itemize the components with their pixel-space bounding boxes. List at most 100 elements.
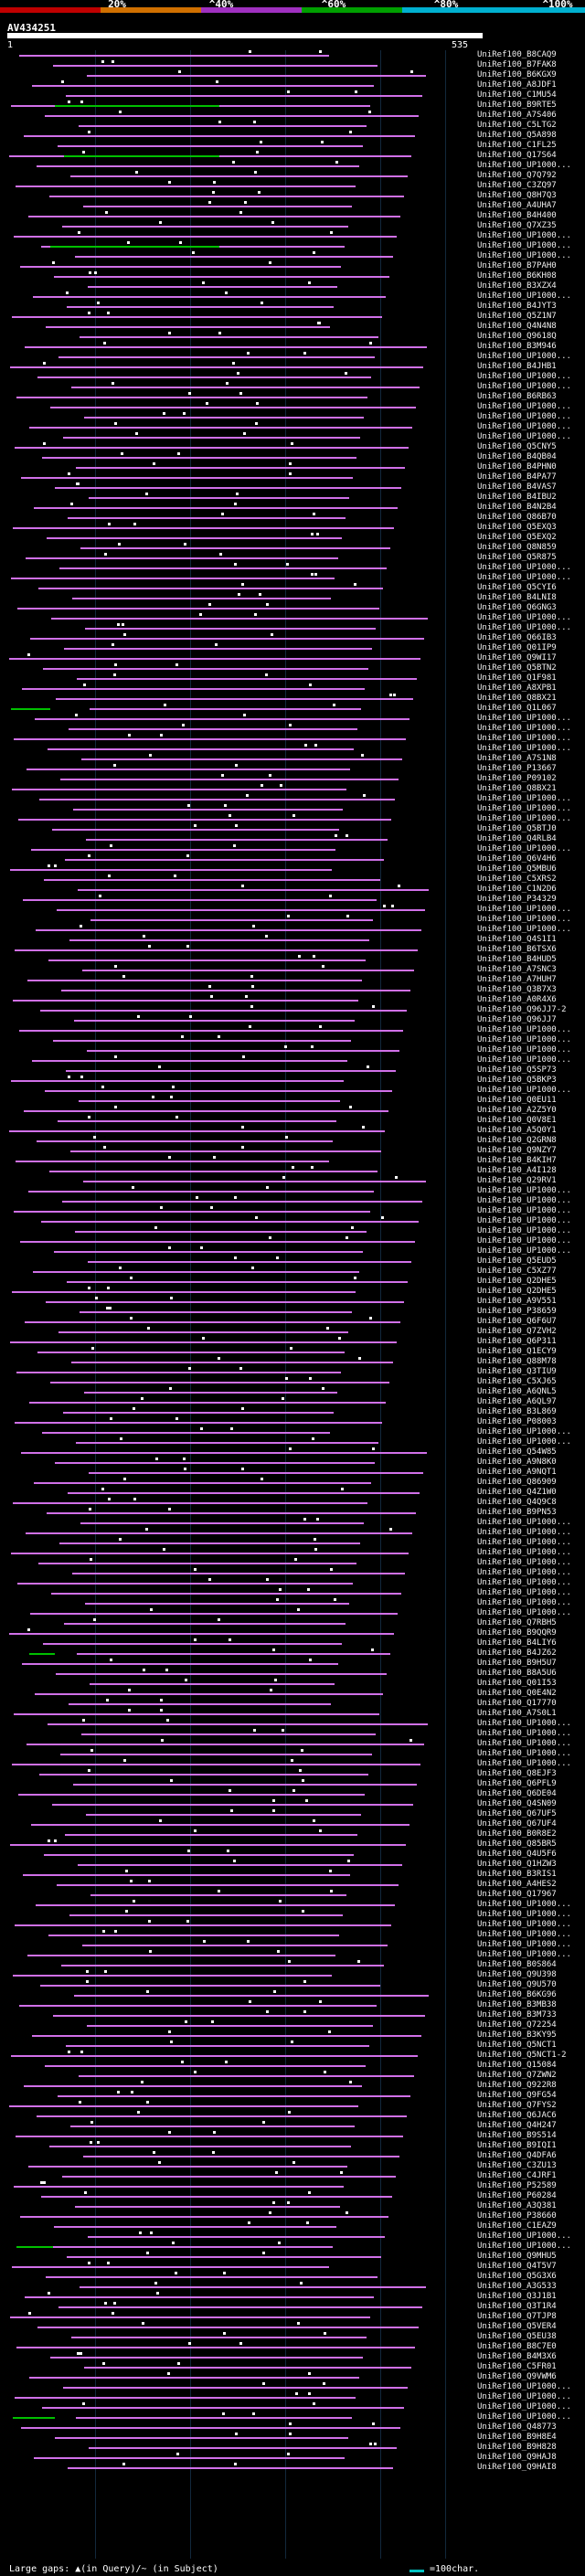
hit-row[interactable]: UniRef100_Q922R8 (0, 2081, 585, 2091)
hit-row[interactable]: UniRef100_UP1000... (0, 1528, 585, 1538)
hit-row[interactable]: UniRef100_B4LIY6 (0, 1638, 585, 1648)
hit-row[interactable]: UniRef100_Q5G3X6 (0, 2272, 585, 2282)
hit-row[interactable]: UniRef100_Q54W85 (0, 1447, 585, 1458)
hit-label[interactable]: UniRef100_UP1000... (477, 1548, 571, 1557)
hit-label[interactable]: UniRef100_B4HUD5 (477, 955, 557, 964)
hit-label[interactable]: UniRef100_UP1000... (477, 231, 571, 240)
hit-row[interactable]: UniRef100_UP1000... (0, 1910, 585, 1920)
hit-row[interactable]: UniRef100_UP1000... (0, 1598, 585, 1608)
hit-row[interactable]: UniRef100_UP1000... (0, 1950, 585, 1960)
hit-row[interactable]: UniRef100_UP1000... (0, 1236, 585, 1246)
hit-label[interactable]: UniRef100_B4H400 (477, 211, 557, 220)
hit-label[interactable]: UniRef100_UP1000... (477, 794, 571, 803)
hit-label[interactable]: UniRef100_Q5EXQ2 (477, 533, 557, 542)
hit-row[interactable]: UniRef100_B3MB38 (0, 2000, 585, 2010)
hit-label[interactable]: UniRef100_Q01IP9 (477, 643, 557, 652)
hit-label[interactable]: UniRef100_C1EAZ9 (477, 2221, 557, 2231)
hit-label[interactable]: UniRef100_A6QL97 (477, 1397, 557, 1406)
hit-row[interactable]: UniRef100_B6RB63 (0, 392, 585, 402)
hit-row[interactable]: UniRef100_Q5BKP3 (0, 1076, 585, 1086)
hit-row[interactable]: UniRef100_Q6DE04 (0, 1789, 585, 1799)
hit-row[interactable]: UniRef100_A7S1N8 (0, 754, 585, 764)
hit-row[interactable]: UniRef100_Q1L067 (0, 704, 585, 714)
hit-label[interactable]: UniRef100_P09102 (477, 774, 557, 783)
hit-row[interactable]: UniRef100_Q9FG54 (0, 2091, 585, 2101)
hit-label[interactable]: UniRef100_Q6DE04 (477, 1789, 557, 1798)
hit-label[interactable]: UniRef100_A7S1N8 (477, 754, 557, 763)
hit-label[interactable]: UniRef100_Q5EU38 (477, 2332, 557, 2341)
hit-row[interactable]: UniRef100_UP1000... (0, 1568, 585, 1578)
hit-row[interactable]: UniRef100_UP1000... (0, 734, 585, 744)
hit-row[interactable]: UniRef100_UP1000... (0, 352, 585, 362)
hit-row[interactable]: UniRef100_B3KY95 (0, 2030, 585, 2041)
hit-row[interactable]: UniRef100_Q6PFL9 (0, 1779, 585, 1789)
hit-label[interactable]: UniRef100_UP1000... (477, 1568, 571, 1577)
hit-label[interactable]: UniRef100_UP1000... (477, 1588, 571, 1597)
hit-row[interactable]: UniRef100_C4JRF1 (0, 2171, 585, 2181)
hit-label[interactable]: UniRef100_B4LIY6 (477, 1638, 557, 1648)
hit-row[interactable]: UniRef100_UP1000... (0, 1518, 585, 1528)
hit-label[interactable]: UniRef100_Q7ZVH2 (477, 1327, 557, 1336)
hit-row[interactable]: UniRef100_A8JDF1 (0, 80, 585, 90)
hit-row[interactable]: UniRef100_Q5EU38 (0, 2332, 585, 2342)
hit-row[interactable]: UniRef100_P13667 (0, 764, 585, 774)
hit-label[interactable]: UniRef100_Q8N859 (477, 543, 557, 552)
hit-label[interactable]: UniRef100_UP1000... (477, 1035, 571, 1044)
hit-label[interactable]: UniRef100_Q5Z1N7 (477, 312, 557, 321)
hit-label[interactable]: UniRef100_Q67UF5 (477, 1809, 557, 1818)
hit-label[interactable]: UniRef100_Q5NCT1 (477, 2041, 557, 2050)
hit-row[interactable]: UniRef100_UP1000... (0, 563, 585, 573)
hit-label[interactable]: UniRef100_B3KY95 (477, 2030, 557, 2040)
hit-row[interactable]: UniRef100_B4HUD5 (0, 955, 585, 965)
hit-label[interactable]: UniRef100_A3Q381 (477, 2201, 557, 2210)
hit-label[interactable]: UniRef100_Q7RBH5 (477, 1618, 557, 1627)
hit-label[interactable]: UniRef100_B4KIH7 (477, 1156, 557, 1165)
hit-label[interactable]: UniRef100_UP1000... (477, 1558, 571, 1567)
hit-row[interactable]: UniRef100_UP1000... (0, 1920, 585, 1930)
hit-row[interactable]: UniRef100_UP1000... (0, 844, 585, 854)
hit-row[interactable]: UniRef100_Q8BX21 (0, 784, 585, 794)
hit-row[interactable]: UniRef100_Q4S1I1 (0, 935, 585, 945)
hit-row[interactable]: UniRef100_UP1000... (0, 1206, 585, 1216)
hit-label[interactable]: UniRef100_C5LTG2 (477, 121, 557, 130)
hit-label[interactable]: UniRef100_Q6F6U7 (477, 1317, 557, 1326)
hit-label[interactable]: UniRef100_Q86909 (477, 1478, 557, 1487)
hit-label[interactable]: UniRef100_UP1000... (477, 844, 571, 853)
hit-row[interactable]: UniRef100_UP1000... (0, 613, 585, 623)
hit-label[interactable]: UniRef100_UP1000... (477, 1427, 571, 1436)
hit-row[interactable]: UniRef100_Q15084 (0, 2061, 585, 2071)
hit-label[interactable]: UniRef100_Q9WI17 (477, 653, 557, 663)
hit-label[interactable]: UniRef100_B3M733 (477, 2010, 557, 2019)
hit-label[interactable]: UniRef100_B3XZX4 (477, 281, 557, 291)
hit-row[interactable]: UniRef100_A2Z5Y0 (0, 1106, 585, 1116)
hit-label[interactable]: UniRef100_Q6PFL9 (477, 1779, 557, 1788)
hit-label[interactable]: UniRef100_Q96JJ7-2 (477, 1005, 567, 1014)
hit-row[interactable]: UniRef100_B4IBU2 (0, 493, 585, 503)
hit-row[interactable]: UniRef100_P52589 (0, 2181, 585, 2191)
hit-row[interactable]: UniRef100_C5XZ77 (0, 1267, 585, 1277)
hit-row[interactable]: UniRef100_Q5SP73 (0, 1065, 585, 1076)
hit-row[interactable]: UniRef100_Q8N859 (0, 543, 585, 553)
hit-label[interactable]: UniRef100_UP1000... (477, 1538, 571, 1547)
hit-row[interactable]: UniRef100_A4I128 (0, 1166, 585, 1176)
hit-label[interactable]: UniRef100_B9H5U7 (477, 1659, 557, 1668)
hit-label[interactable]: UniRef100_Q5SP73 (477, 1065, 557, 1075)
hit-label[interactable]: UniRef100_UP1000... (477, 1598, 571, 1607)
hit-row[interactable]: UniRef100_UP1000... (0, 2402, 585, 2412)
hit-row[interactable]: UniRef100_Q4RLB4 (0, 834, 585, 844)
hit-row[interactable]: UniRef100_P09102 (0, 774, 585, 784)
hit-label[interactable]: UniRef100_UP1000... (477, 925, 571, 934)
hit-label[interactable]: UniRef100_B3L869 (477, 1407, 557, 1416)
hit-label[interactable]: UniRef100_Q7Q792 (477, 171, 557, 180)
hit-row[interactable]: UniRef100_C5LTG2 (0, 121, 585, 131)
hit-label[interactable]: UniRef100_UP1000... (477, 292, 571, 301)
hit-row[interactable]: UniRef100_P34329 (0, 895, 585, 905)
hit-label[interactable]: UniRef100_A5Q0Y1 (477, 1126, 557, 1135)
hit-row[interactable]: UniRef100_Q88M78 (0, 1357, 585, 1367)
hit-row[interactable]: UniRef100_B3XZX4 (0, 281, 585, 292)
hit-row[interactable]: UniRef100_B4KIH7 (0, 1156, 585, 1166)
hit-row[interactable]: UniRef100_Q9MHU5 (0, 2252, 585, 2262)
hit-row[interactable]: UniRef100_Q8BX21 (0, 694, 585, 704)
hit-label[interactable]: UniRef100_A7SNC3 (477, 965, 557, 974)
hit-label[interactable]: UniRef100_A7HUH7 (477, 975, 557, 984)
